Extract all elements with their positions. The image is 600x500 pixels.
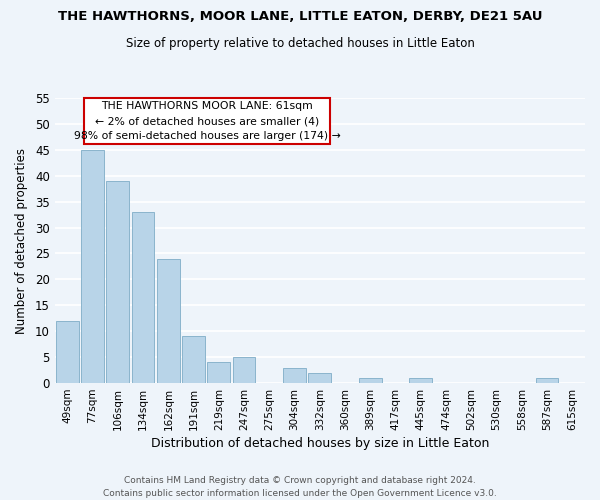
Bar xyxy=(157,258,179,383)
Bar xyxy=(81,150,104,383)
Text: Contains HM Land Registry data © Crown copyright and database right 2024.
Contai: Contains HM Land Registry data © Crown c… xyxy=(103,476,497,498)
Bar xyxy=(359,378,382,383)
Y-axis label: Number of detached properties: Number of detached properties xyxy=(15,148,28,334)
FancyBboxPatch shape xyxy=(84,98,331,144)
Bar xyxy=(536,378,559,383)
Bar xyxy=(308,372,331,383)
X-axis label: Distribution of detached houses by size in Little Eaton: Distribution of detached houses by size … xyxy=(151,437,489,450)
Bar xyxy=(56,321,79,383)
Bar xyxy=(182,336,205,383)
Bar xyxy=(208,362,230,383)
Text: THE HAWTHORNS MOOR LANE: 61sqm
← 2% of detached houses are smaller (4)
98% of se: THE HAWTHORNS MOOR LANE: 61sqm ← 2% of d… xyxy=(74,102,341,141)
Bar xyxy=(233,357,256,383)
Text: THE HAWTHORNS, MOOR LANE, LITTLE EATON, DERBY, DE21 5AU: THE HAWTHORNS, MOOR LANE, LITTLE EATON, … xyxy=(58,10,542,23)
Bar xyxy=(106,181,129,383)
Bar xyxy=(132,212,154,383)
Bar xyxy=(283,368,306,383)
Text: Size of property relative to detached houses in Little Eaton: Size of property relative to detached ho… xyxy=(125,38,475,51)
Bar xyxy=(409,378,432,383)
